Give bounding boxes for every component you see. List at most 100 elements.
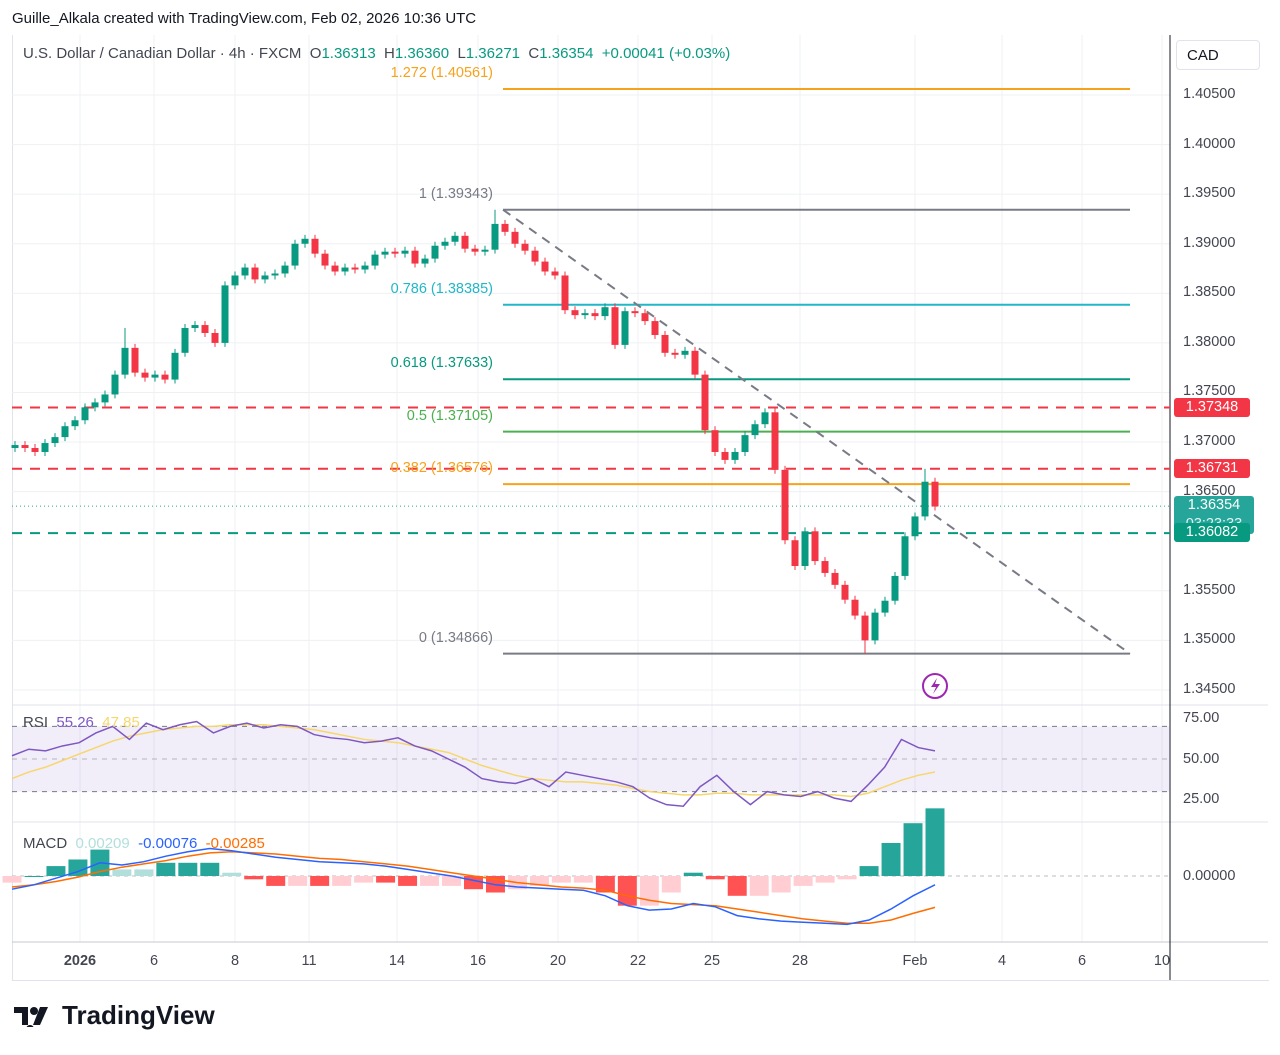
macd-histogram-bar	[244, 876, 264, 880]
price-tag: 1.36731	[1174, 458, 1250, 478]
price-tag-value: 1.36731	[1185, 459, 1239, 476]
price-axis-label: 1.38000	[1183, 333, 1236, 350]
candle-body	[801, 531, 809, 567]
candle-body	[891, 575, 899, 601]
time-axis-label: 28	[791, 953, 809, 969]
price-tag-value: 1.37348	[1185, 398, 1239, 415]
time-axis-label: Feb	[902, 953, 928, 969]
fib-level-label: 0.382 (1.36576)	[390, 460, 493, 477]
macd-hist-value: 0.00209	[75, 835, 130, 852]
candle-body	[341, 267, 349, 272]
candle-body	[521, 243, 529, 251]
macd-histogram-bar	[332, 876, 352, 886]
candle-body	[831, 572, 839, 585]
macd-histogram-bar	[551, 876, 571, 883]
candle-body	[771, 412, 779, 470]
price-tag-value: 1.36082	[1185, 524, 1239, 541]
time-axis-label: 16	[469, 953, 487, 969]
candle-body	[41, 443, 49, 452]
candle-body	[171, 352, 179, 380]
candle-body	[121, 347, 129, 375]
macd-histogram-bar	[727, 876, 747, 896]
candle-body	[561, 275, 569, 311]
candle-body	[461, 235, 469, 249]
symbol-name[interactable]: U.S. Dollar / Canadian Dollar · 4h · FXC…	[23, 45, 302, 62]
lightning-icon	[922, 673, 948, 699]
time-axis-label: 6	[149, 953, 159, 969]
candle-body	[641, 313, 649, 322]
candle-body	[51, 437, 59, 444]
candle-body	[501, 223, 509, 232]
candle-body	[691, 350, 699, 375]
macd-histogram-bar	[24, 876, 44, 877]
candle-body	[261, 275, 269, 280]
candle-body	[591, 313, 599, 317]
low-label: L	[457, 45, 466, 62]
candle-body	[531, 250, 539, 262]
candle-body	[841, 584, 849, 600]
high-value: 1.36360	[394, 45, 450, 62]
price-tag: 1.36082	[1174, 523, 1250, 543]
candle-body	[291, 243, 299, 266]
macd-histogram-bar	[288, 876, 308, 886]
candle-body	[811, 531, 819, 562]
fib-level-label: 1.272 (1.40561)	[390, 64, 493, 81]
candle-body	[361, 265, 369, 270]
candle-body	[161, 374, 169, 380]
time-axis-label: 11	[301, 953, 317, 969]
candle-body	[881, 600, 889, 613]
macd-histogram-bar	[420, 876, 440, 886]
macd-histogram-bar	[925, 808, 945, 876]
macd-histogram-bar	[595, 876, 615, 893]
macd-histogram-bar	[617, 876, 637, 906]
time-axis-label: 20	[549, 953, 567, 969]
fib-level-label: 0.786 (1.38385)	[390, 280, 493, 297]
time-axis-label: 6	[1077, 953, 1087, 969]
candle-body	[911, 516, 919, 537]
candle-body	[711, 430, 719, 452]
chart-credit: Guille_Alkala created with TradingView.c…	[12, 10, 477, 27]
macd-signal-line	[11, 851, 936, 925]
candle-body	[681, 350, 689, 355]
price-axis-label: 1.35000	[1183, 631, 1236, 648]
candle-body	[421, 258, 429, 264]
candle-body	[61, 426, 69, 438]
candle-body	[181, 328, 189, 353]
price-axis-label: 1.39000	[1183, 234, 1236, 251]
candle-body	[651, 321, 659, 335]
candle-body	[611, 307, 619, 345]
candle-body	[151, 374, 159, 378]
candle-body	[31, 448, 39, 452]
candle-body	[101, 394, 109, 403]
time-axis-label: 8	[230, 953, 240, 969]
candle-body	[581, 313, 589, 316]
candle-body	[321, 253, 329, 266]
candle-body	[221, 285, 229, 343]
macd-histogram-bar	[354, 876, 374, 883]
close-value: 1.36354	[539, 45, 594, 62]
macd-histogram-bar	[200, 862, 220, 876]
rsi-ma-value: 47.85	[102, 714, 140, 731]
candle-body	[371, 254, 379, 266]
macd-histogram-bar	[178, 862, 198, 876]
price-axis-label: 1.36500	[1183, 482, 1236, 499]
candle-body	[311, 238, 319, 254]
candle-body	[271, 273, 279, 276]
candle-body	[821, 561, 829, 573]
tradingview-logo[interactable]: TradingView	[14, 1000, 215, 1031]
currency-button[interactable]: CAD	[1176, 40, 1260, 70]
candle-body	[781, 469, 789, 541]
candle-body	[621, 311, 629, 345]
macd-histogram-bar	[376, 876, 396, 883]
price-axis-label: 1.35500	[1183, 581, 1236, 598]
candle-body	[71, 420, 79, 427]
candle-body	[791, 540, 799, 567]
time-axis-label: 22	[629, 953, 647, 969]
time-axis-label: 4	[997, 953, 1007, 969]
candle-body	[741, 435, 749, 452]
candle-body	[671, 352, 679, 355]
price-axis-label: 1.38500	[1183, 284, 1236, 301]
candle-body	[481, 249, 489, 252]
candle-body	[431, 245, 439, 259]
